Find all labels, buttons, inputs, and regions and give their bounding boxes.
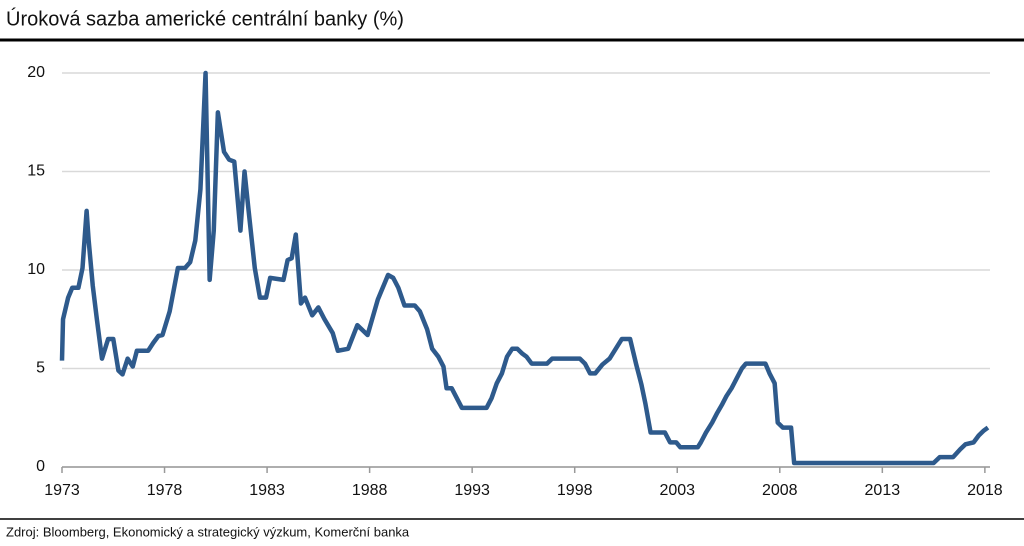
source-note: Zdroj: Bloomberg, Ekonomický a strategic… — [6, 524, 410, 539]
x-tick-label: 1973 — [44, 482, 80, 499]
x-tick-label: 1993 — [454, 482, 490, 499]
y-tick-label: 10 — [27, 261, 45, 278]
x-tick-label: 1998 — [557, 482, 593, 499]
line — [59, 70, 990, 466]
x-tick-label: 2013 — [865, 482, 901, 499]
y-tick-label: 15 — [27, 163, 45, 180]
x-tick-label: 1988 — [352, 482, 388, 499]
x-tick-label: 2003 — [659, 482, 695, 499]
y-tick-label: 5 — [36, 360, 45, 377]
y-tick-label: 20 — [27, 64, 45, 81]
x-tick-label: 2018 — [967, 482, 1003, 499]
x-tick-label: 1983 — [249, 482, 285, 499]
chart-title: Úroková sazba americké centrální banky (… — [6, 7, 404, 30]
x-tick-label: 1978 — [147, 482, 183, 499]
y-tick-label: 0 — [36, 458, 45, 475]
x-tick-label: 2008 — [762, 482, 798, 499]
